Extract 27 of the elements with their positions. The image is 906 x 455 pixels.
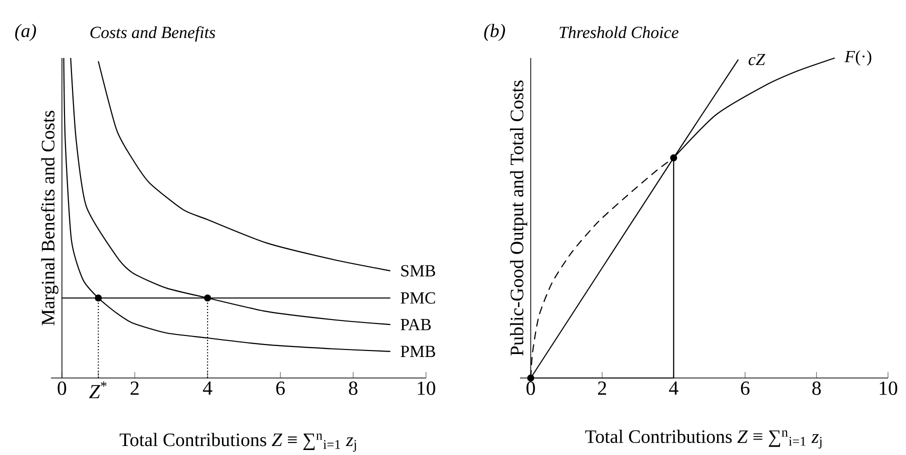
series-label: cZ (748, 54, 766, 66)
x-tick-label: 10 (418, 382, 436, 395)
x-tick-label: 8 (348, 382, 358, 395)
x-tick-label: 2 (130, 382, 139, 395)
text: (b) (484, 24, 506, 42)
chart-title: Costs and Benefits (90, 26, 216, 42)
x-tick-label: 2 (598, 382, 606, 395)
series-label: PMB (400, 346, 436, 358)
x-tick-label: 0 (526, 382, 535, 395)
y-axis-title: Marginal Benefits and Costs (40, 110, 58, 326)
x-axis-title: Total Contributions Z ≡ ∑$^{n}$$_{i=1}$ z$_{j}$ (585, 430, 822, 449)
series-label: PAB (400, 318, 431, 330)
series-label: PMC (400, 292, 436, 304)
series-label: SMB (401, 265, 436, 276)
x-tick-label: 4 (669, 382, 678, 395)
x-tick-label: 8 (812, 382, 821, 395)
x-tick-label: 10 (880, 382, 898, 395)
x-tick-label: 4 (202, 382, 212, 395)
x-tick-label: Z$^{*}$ (89, 382, 107, 398)
x-axis-title: Total Contributions Z ≡ ∑$^{n}$$_{i=1}$ z$_{j}$ (120, 432, 356, 452)
series-label: F(·) (844, 50, 872, 66)
x-tick-label: 6 (740, 382, 750, 395)
chart-title: Threshold Choice (560, 26, 678, 38)
y-axis-title: Public-Good Output and Total Costs (510, 80, 528, 356)
text: (a) (15, 24, 36, 42)
x-tick-label: 6 (276, 382, 285, 395)
x-tick-label: 0 (58, 382, 66, 395)
